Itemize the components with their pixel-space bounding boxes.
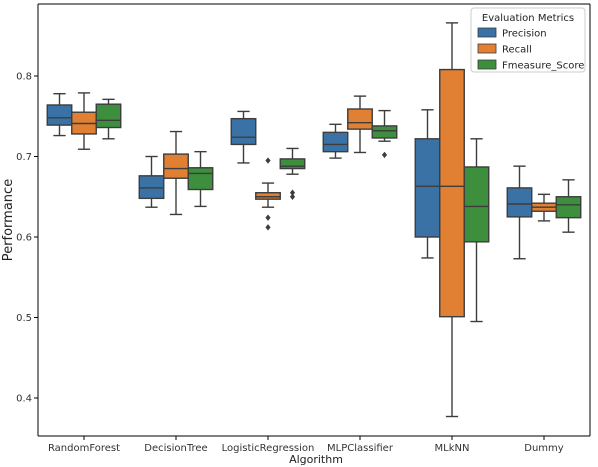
x-tick-label: LogisticRegression bbox=[222, 443, 315, 454]
outlier-point bbox=[265, 214, 271, 221]
series-fmeasure_score-group bbox=[95, 98, 582, 323]
box bbox=[95, 103, 122, 129]
box bbox=[414, 138, 441, 238]
legend-label-recall: Recall bbox=[502, 45, 532, 56]
box bbox=[255, 192, 281, 200]
box bbox=[279, 158, 306, 170]
y-tick-label: 0.4 bbox=[16, 394, 32, 405]
x-tick-label: RandomForest bbox=[48, 443, 120, 454]
box bbox=[187, 167, 214, 191]
legend-title: Evaluation Metrics bbox=[482, 13, 574, 24]
legend: Evaluation Metrics Precision Recall Fmeasu… bbox=[470, 7, 586, 73]
axes: 0.4 0.5 0.6 0.7 0.8 RandomForest DecisionTree L… bbox=[16, 3, 591, 454]
x-tick-label: Dummy bbox=[524, 443, 564, 454]
plot-area bbox=[46, 22, 582, 418]
x-tick-label: DecisionTree bbox=[144, 443, 207, 454]
outlier-point bbox=[289, 193, 296, 200]
box bbox=[555, 196, 582, 219]
y-tick-label: 0.6 bbox=[16, 233, 32, 244]
box bbox=[439, 68, 465, 318]
outlier-point bbox=[265, 224, 271, 231]
box bbox=[230, 117, 257, 146]
y-tick-label: 0.5 bbox=[16, 313, 32, 324]
x-tick-label: MLPClassifier bbox=[327, 443, 394, 454]
box bbox=[463, 166, 490, 243]
outlier-point bbox=[289, 189, 296, 196]
outlier-point bbox=[265, 157, 271, 164]
y-tick-label: 0.7 bbox=[16, 152, 32, 163]
box bbox=[322, 131, 349, 153]
legend-swatch-fmeasure_score bbox=[477, 59, 497, 70]
box bbox=[138, 175, 165, 200]
outlier-point bbox=[381, 151, 388, 159]
y-axis-title: Performance bbox=[1, 179, 16, 261]
series-recall-group bbox=[71, 22, 557, 418]
legend-label-fmeasure_score: Fmeasure_Score bbox=[502, 61, 584, 72]
legend-label-precision: Precision bbox=[502, 29, 547, 40]
y-tick-label: 0.8 bbox=[16, 72, 32, 83]
x-tick-label: MLkNN bbox=[435, 443, 470, 454]
x-axis-title: Algorithm bbox=[289, 453, 343, 466]
box bbox=[371, 125, 398, 139]
series-precision-group bbox=[46, 93, 533, 260]
box bbox=[347, 108, 373, 130]
legend-swatch-recall bbox=[477, 43, 497, 54]
box bbox=[506, 187, 533, 218]
legend-swatch-precision bbox=[477, 27, 497, 38]
box bbox=[46, 104, 73, 126]
box bbox=[163, 153, 189, 179]
legend-frame bbox=[470, 7, 586, 73]
